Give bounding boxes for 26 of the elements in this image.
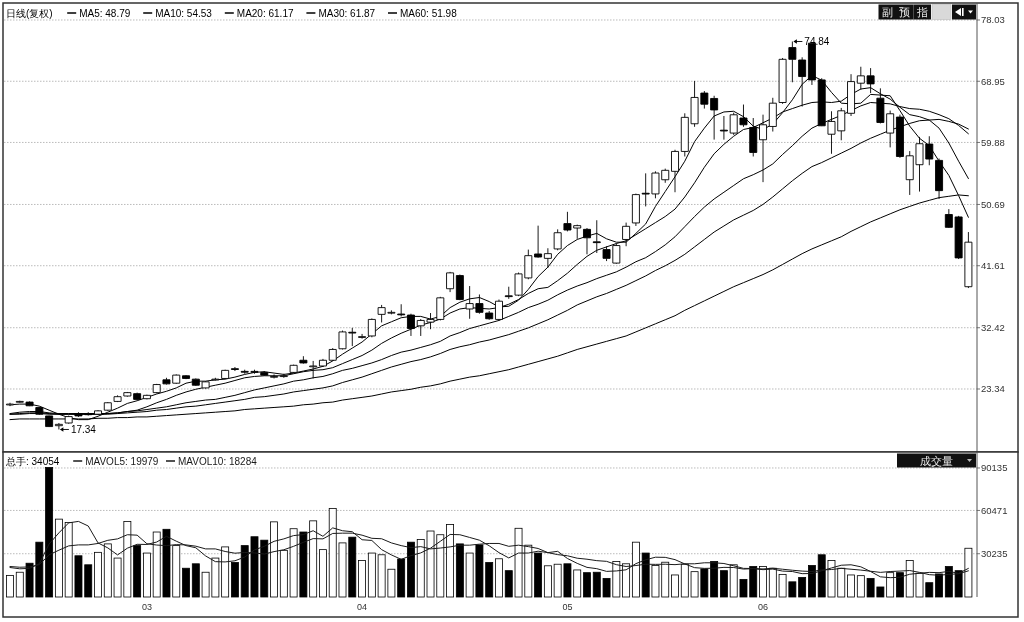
x-tick-label: 06 bbox=[758, 602, 769, 612]
y-tick-label: 90135 bbox=[981, 462, 1008, 474]
y-tick-label: 60471 bbox=[981, 504, 1008, 516]
y-tick-label: 78.03 bbox=[981, 14, 1005, 26]
x-tick-label: 03 bbox=[141, 602, 152, 612]
x-tick-label: 04 bbox=[357, 602, 368, 612]
legend-label: MAVOL5: 19979 bbox=[85, 455, 159, 467]
y-tick-label: 30235 bbox=[981, 548, 1008, 560]
annotation: 成交量 bbox=[920, 454, 953, 467]
y-tick-label: 59.88 bbox=[981, 136, 1005, 148]
y-tick-label: 23.34 bbox=[981, 383, 1005, 395]
y-tick-label: 41.61 bbox=[981, 260, 1005, 272]
legend-label: MA60: 51.98 bbox=[400, 7, 458, 19]
legend-label: MA5: 48.79 bbox=[79, 7, 131, 19]
legend-label: MA20: 61.17 bbox=[236, 7, 294, 19]
legend-label: MA30: 61.87 bbox=[318, 7, 376, 19]
y-tick-label: 32.42 bbox=[981, 322, 1005, 334]
y-tick-label: 68.95 bbox=[981, 75, 1005, 87]
annotation: 17.34 bbox=[70, 423, 97, 435]
legend-label: MAVOL10: 18284 bbox=[178, 455, 258, 467]
series-label: 总手: 34054 bbox=[5, 455, 60, 467]
legend-label: MA10: 54.53 bbox=[155, 7, 213, 19]
x-tick-label: 05 bbox=[562, 602, 573, 612]
annotation: 74.84 bbox=[804, 36, 830, 48]
y-tick-label: 50.69 bbox=[981, 198, 1005, 210]
chart-title: 日线(复权) bbox=[6, 7, 53, 19]
